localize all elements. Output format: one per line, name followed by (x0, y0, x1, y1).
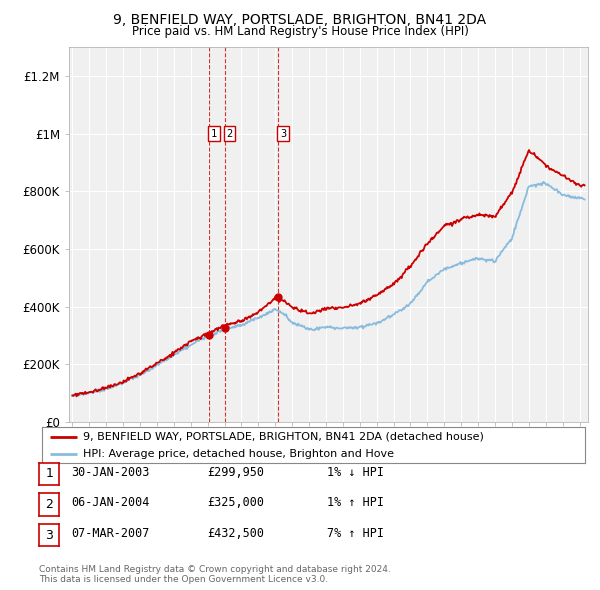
Text: £299,950: £299,950 (207, 466, 264, 478)
Text: £432,500: £432,500 (207, 527, 264, 540)
Text: 2: 2 (227, 129, 233, 139)
Text: Price paid vs. HM Land Registry's House Price Index (HPI): Price paid vs. HM Land Registry's House … (131, 25, 469, 38)
Text: £325,000: £325,000 (207, 496, 264, 509)
Text: 7% ↑ HPI: 7% ↑ HPI (327, 527, 384, 540)
Text: 9, BENFIELD WAY, PORTSLADE, BRIGHTON, BN41 2DA: 9, BENFIELD WAY, PORTSLADE, BRIGHTON, BN… (113, 13, 487, 27)
Text: HPI: Average price, detached house, Brighton and Hove: HPI: Average price, detached house, Brig… (83, 449, 394, 459)
Text: 3: 3 (280, 129, 286, 139)
Text: 3: 3 (45, 529, 53, 542)
Text: 1: 1 (45, 467, 53, 480)
Text: 06-JAN-2004: 06-JAN-2004 (71, 496, 149, 509)
Text: 9, BENFIELD WAY, PORTSLADE, BRIGHTON, BN41 2DA (detached house): 9, BENFIELD WAY, PORTSLADE, BRIGHTON, BN… (83, 432, 484, 442)
Text: 2: 2 (45, 498, 53, 511)
Text: 30-JAN-2003: 30-JAN-2003 (71, 466, 149, 478)
Text: 1% ↓ HPI: 1% ↓ HPI (327, 466, 384, 478)
Text: Contains HM Land Registry data © Crown copyright and database right 2024.
This d: Contains HM Land Registry data © Crown c… (39, 565, 391, 584)
Text: 1% ↑ HPI: 1% ↑ HPI (327, 496, 384, 509)
Text: 07-MAR-2007: 07-MAR-2007 (71, 527, 149, 540)
Text: 1: 1 (211, 129, 217, 139)
